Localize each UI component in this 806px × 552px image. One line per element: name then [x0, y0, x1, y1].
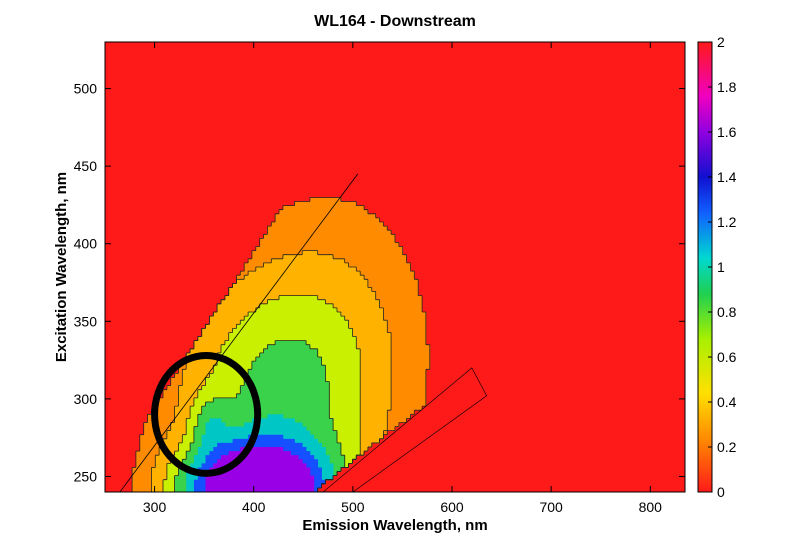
y-tick-label-400: 400	[74, 236, 98, 252]
y-tick-label-300: 300	[74, 391, 98, 407]
x-tick-label-600: 600	[440, 499, 464, 515]
x-tick-label-400: 400	[242, 499, 266, 515]
colorbar-tick-label-6: 1.2	[717, 214, 737, 230]
colorbar-tick-label-4: 0.8	[717, 304, 737, 320]
contour-fill-6	[205, 447, 315, 492]
colorbar-tick-label-1: 0.2	[717, 439, 737, 455]
y-axis-ticks: 250 300 350 400 450 500	[74, 81, 685, 484]
plot-frame	[104, 41, 686, 493]
x-tick-label-500: 500	[341, 499, 365, 515]
scatter-band	[322, 367, 488, 492]
y-axis-label: Excitation Wavelength, nm	[53, 172, 70, 362]
y-tick-label-350: 350	[74, 313, 98, 329]
y-tick-label-450: 450	[74, 158, 98, 174]
highlight-circle	[151, 351, 262, 477]
y-tick-label-500: 500	[74, 81, 98, 97]
chart-title: WL164 - Downstream	[314, 13, 476, 30]
x-axis-ticks: 300 400 500 600 700 800	[143, 42, 662, 515]
colorbar-tick-label-8: 1.6	[717, 124, 737, 140]
y-tick-label-250: 250	[74, 468, 98, 484]
colorbar-tick-label-2: 0.4	[717, 394, 737, 410]
x-axis-label: Emission Wavelength, nm	[302, 517, 487, 534]
contour-line-3	[174, 340, 346, 492]
contour-layer	[131, 197, 431, 492]
colorbar-tick-label-5: 1	[717, 259, 725, 275]
colorbar-tick-label-10: 2	[717, 34, 725, 50]
contour-line-2	[162, 295, 361, 492]
colorbar-tick-label-3: 0.6	[717, 349, 737, 365]
colorbar-tick-label-0: 0	[717, 484, 725, 500]
x-tick-label-800: 800	[639, 499, 663, 515]
x-tick-label-300: 300	[143, 499, 167, 515]
x-tick-label-700: 700	[539, 499, 563, 515]
colorbar-ticks: 0 0.2 0.4 0.6 0.8 1 1.2 1.4 1.6 1.8 2	[708, 34, 737, 500]
colorbar-tick-label-7: 1.4	[717, 169, 737, 185]
colorbar-tick-label-9: 1.8	[717, 79, 737, 95]
